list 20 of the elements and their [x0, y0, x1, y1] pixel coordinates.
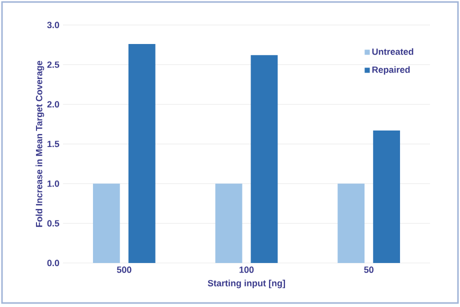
y-tick-label: 3.0 — [47, 22, 60, 28]
bar — [373, 130, 400, 263]
y-tick-label: 1.5 — [48, 140, 60, 148]
bar — [92, 184, 120, 263]
y-tick-label: 2.0 — [47, 101, 60, 108]
y-tick-label: 2.5 — [47, 61, 60, 68]
x-tick-label: 500 — [116, 266, 132, 273]
bar — [128, 44, 156, 263]
y-tick-label: 1.0 — [48, 180, 60, 187]
bar — [338, 184, 365, 263]
y-tick-label: 0.0 — [47, 260, 60, 266]
x-tick-label: 50 — [364, 266, 374, 273]
y-axis-title: Fold Increase in Mean Target Coverage — [36, 60, 44, 227]
x-axis-title: Starting input [ng] — [208, 280, 285, 288]
legend-label: Repaired — [372, 66, 410, 75]
bar — [215, 184, 242, 263]
bar — [250, 55, 278, 263]
y-tick-label: 0.5 — [47, 220, 60, 227]
legend-label: Untreated — [372, 48, 414, 55]
x-tick-label: 100 — [240, 266, 254, 273]
